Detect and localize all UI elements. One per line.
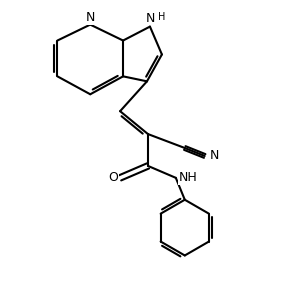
- Text: H: H: [158, 12, 165, 22]
- Text: N: N: [210, 149, 219, 163]
- Text: N: N: [145, 12, 155, 25]
- Text: O: O: [108, 171, 118, 184]
- Text: NH: NH: [179, 171, 198, 184]
- Text: N: N: [85, 11, 95, 24]
